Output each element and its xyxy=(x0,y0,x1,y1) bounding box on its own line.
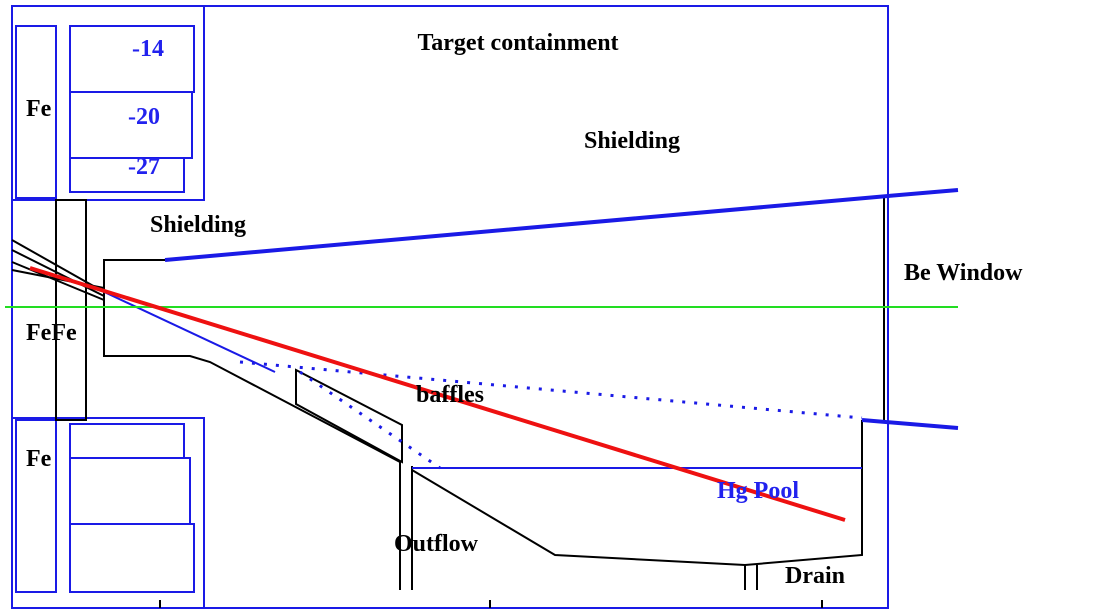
label: baffles xyxy=(416,382,484,408)
dotted-edge xyxy=(299,370,441,470)
label: -20 xyxy=(128,104,160,130)
label: Fe xyxy=(26,96,52,122)
label: Be Window xyxy=(904,260,1023,286)
ray xyxy=(11,239,105,293)
label: Shielding xyxy=(150,212,246,238)
ray xyxy=(11,249,105,297)
upper-block xyxy=(11,5,205,201)
label: Drain xyxy=(785,563,845,589)
bore-wall xyxy=(103,259,401,463)
label: FeFe xyxy=(26,320,77,346)
ray xyxy=(11,261,105,301)
box xyxy=(69,157,185,193)
upper-boundary xyxy=(164,188,959,262)
fe-column xyxy=(15,25,57,199)
beam xyxy=(29,266,846,522)
box xyxy=(69,457,191,525)
label: Hg Pool xyxy=(717,478,799,504)
lower-block xyxy=(11,417,205,609)
fe-column xyxy=(15,419,57,593)
label: -14 xyxy=(132,36,164,62)
box xyxy=(69,423,185,459)
label: Shielding xyxy=(584,128,680,154)
label: Fe xyxy=(26,446,52,472)
jet-edge xyxy=(99,289,276,373)
box xyxy=(69,523,195,593)
fe-plug xyxy=(55,199,87,421)
baffle xyxy=(295,368,403,464)
title: Target containment xyxy=(417,30,618,56)
dotted-edge xyxy=(239,360,863,420)
label: -27 xyxy=(128,154,160,180)
lower-boundary xyxy=(861,418,959,430)
label: Outflow xyxy=(394,531,479,557)
